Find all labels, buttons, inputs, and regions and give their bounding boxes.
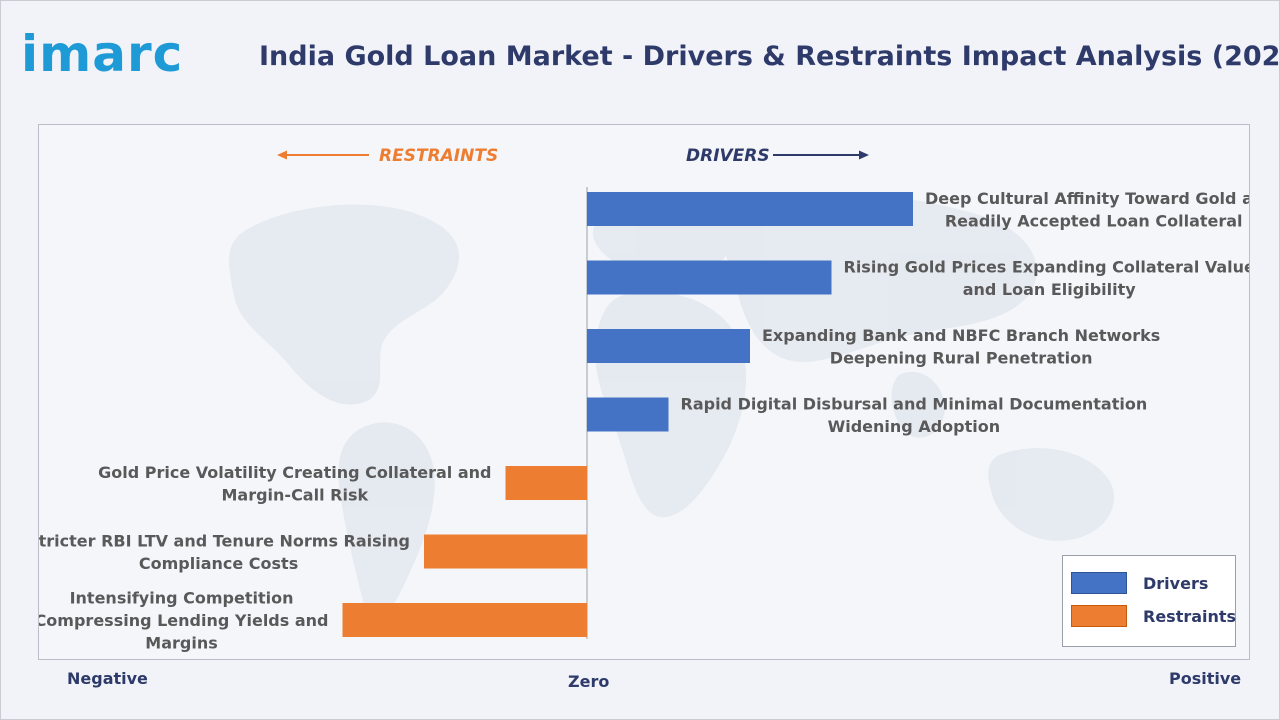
bar-label-4: Rapid Digital Disbursal and Minimal Docu…: [681, 394, 1148, 436]
legend-item-restraints: Restraints: [1071, 604, 1236, 628]
bar-label-4-line-2: Widening Adoption: [828, 417, 1001, 436]
plot-area: RESTRAINTS DRIVERS Deep Cultural Affinit…: [38, 124, 1250, 660]
bar-label-5-line-1: Gold Price Volatility Creating Collatera…: [98, 463, 491, 482]
bar-driver-1: [587, 192, 913, 226]
legend-swatch-restraints: [1071, 605, 1127, 627]
axis-label-zero: Zero: [568, 672, 610, 691]
legend: Drivers Restraints: [1062, 555, 1236, 647]
bars-layer: Deep Cultural Affinity Toward Gold as Rea…: [39, 189, 1249, 653]
bar-label-4-line-1: Rapid Digital Disbursal and Minimal Docu…: [681, 394, 1148, 413]
legend-label-drivers: Drivers: [1143, 573, 1209, 593]
chart-svg: RESTRAINTS DRIVERS Deep Cultural Affinit…: [39, 146, 1249, 653]
drivers-header: DRIVERS: [686, 146, 869, 166]
legend-item-drivers: Drivers: [1071, 571, 1208, 595]
bar-restraint-7: [342, 603, 587, 637]
bar-label-3-line-2: Deepening Rural Penetration: [830, 348, 1093, 367]
bar-label-7: Intensifying Competition Compressing Lend…: [39, 589, 329, 653]
bar-label-2-line-2: and Loan Eligibility: [963, 280, 1137, 299]
bar-label-7-line-1: Intensifying Competition: [70, 589, 294, 608]
bar-label-3: Expanding Bank and NBFC Branch Networks D…: [762, 326, 1160, 368]
legend-label-restraints: Restraints: [1143, 606, 1237, 626]
bar-label-7-line-3: Margins: [145, 634, 217, 653]
bar-driver-4: [587, 397, 669, 432]
logo-text: imarc: [21, 25, 184, 83]
bar-label-5-line-2: Margin-Call Risk: [221, 485, 368, 504]
bar-label-7-line-2: Compressing Lending Yields and: [39, 611, 329, 630]
bar-label-1-line-2: Readily Accepted Loan Collateral: [945, 211, 1243, 230]
bar-label-3-line-1: Expanding Bank and NBFC Branch Networks: [762, 326, 1160, 345]
bar-label-1-line-1: Deep Cultural Affinity Toward Gold as: [925, 189, 1249, 208]
bar-label-2-line-1: Rising Gold Prices Expanding Collateral …: [844, 257, 1250, 276]
legend-swatch-drivers: [1071, 572, 1127, 594]
imarc-logo: imarc: [21, 15, 201, 85]
bar-driver-2: [587, 260, 832, 295]
bar-label-5: Gold Price Volatility Creating Collatera…: [98, 463, 491, 505]
bar-label-6: Stricter RBI LTV and Tenure Norms Raisin…: [39, 531, 410, 573]
drivers-header-label: DRIVERS: [686, 146, 770, 166]
axis-label-negative: Negative: [67, 669, 148, 688]
bar-driver-3: [587, 329, 750, 363]
bar-label-2: Rising Gold Prices Expanding Collateral …: [844, 257, 1250, 299]
drivers-arrowhead-icon: [859, 150, 869, 160]
restraints-arrowhead-icon: [277, 150, 287, 160]
restraints-header: RESTRAINTS: [277, 146, 498, 166]
bar-label-1: Deep Cultural Affinity Toward Gold as Rea…: [925, 189, 1249, 231]
restraints-header-label: RESTRAINTS: [379, 146, 498, 166]
chart-title: India Gold Loan Market - Drivers & Restr…: [259, 41, 1280, 72]
axis-label-positive: Positive: [1169, 669, 1242, 688]
bar-restraint-5: [505, 466, 587, 500]
bar-restraint-6: [424, 534, 587, 569]
bar-label-6-line-1: Stricter RBI LTV and Tenure Norms Raisin…: [39, 531, 410, 550]
bar-label-6-line-2: Compliance Costs: [139, 554, 298, 573]
